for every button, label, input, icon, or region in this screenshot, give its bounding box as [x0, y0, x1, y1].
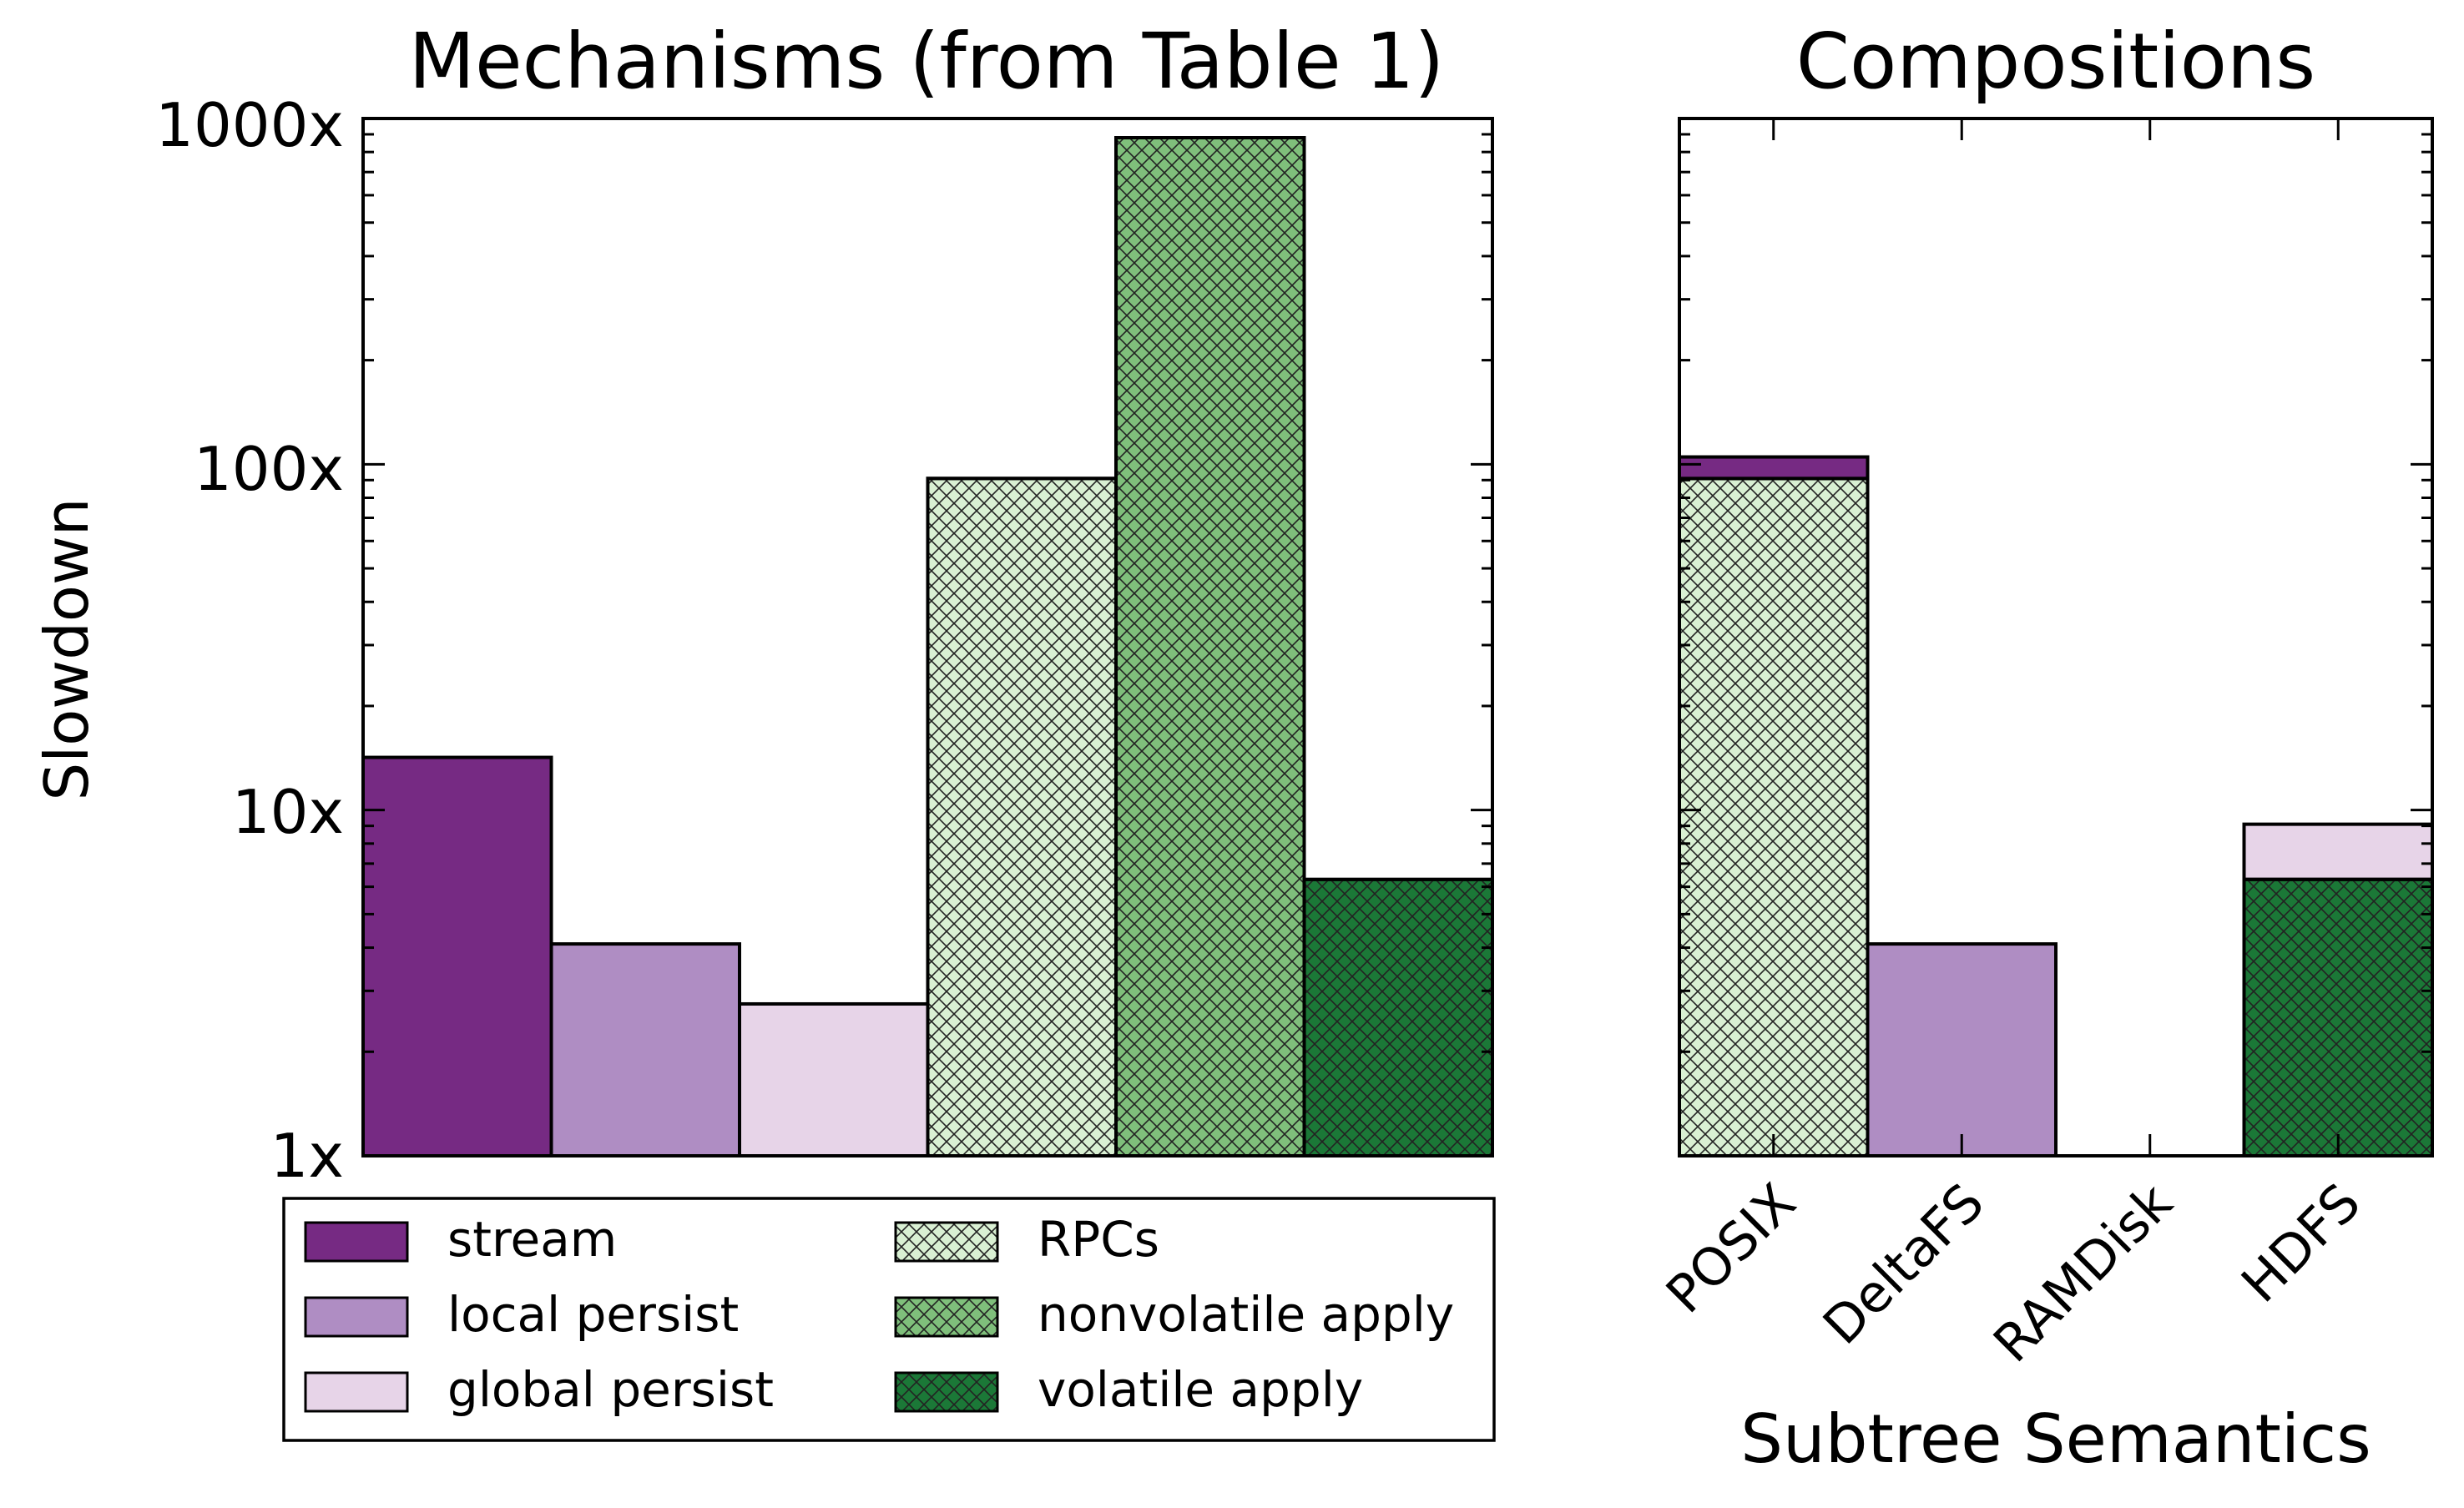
- bar-stream: [361, 755, 553, 1157]
- legend-label-stream: stream: [447, 1211, 617, 1268]
- y-tick-label-1x: 1x: [270, 1121, 344, 1191]
- y-tick-label-1000x: 1000x: [155, 90, 344, 160]
- x-tick-label-posix: POSIX: [1654, 1172, 1807, 1324]
- y-axis-label: Slowdown: [32, 498, 102, 801]
- bar-rpcs-hatch: [926, 477, 1118, 1157]
- y-tick-label-10x: 10x: [232, 777, 344, 847]
- mechanisms-axes: [361, 117, 1494, 1157]
- x-tick-label-deltafs: DeltaFS: [1811, 1172, 1996, 1356]
- legend-swatch-stream: [304, 1221, 409, 1263]
- mechanisms-chart-title: Mechanisms (from Table 1): [409, 17, 1445, 106]
- x-axis-label: Subtree Semantics: [1740, 1400, 2371, 1478]
- legend-swatch-volatile-apply-hatch: [894, 1371, 999, 1413]
- compositions-axis-frame: [1678, 117, 2434, 1157]
- mechanisms-axis-frame: [361, 117, 1494, 1157]
- legend-label-global-persist: global persist: [447, 1361, 774, 1418]
- legend-label-rpcs: RPCs: [1038, 1211, 1159, 1268]
- mechanisms-y-tick-labels: 1x 10x 100x 1000x: [155, 90, 344, 1191]
- x-tick-label-ramdisk: RAMDisk: [1982, 1172, 2184, 1374]
- compositions-chart-title: Compositions: [1796, 17, 2315, 106]
- legend-swatch-nonvolatile-apply-hatch: [894, 1296, 999, 1338]
- legend-swatch-local-persist: [304, 1296, 409, 1338]
- legend-label-local-persist: local persist: [447, 1286, 739, 1343]
- bar-deltafs-local-persist: [1866, 942, 2058, 1158]
- bar-posix-stream-top: [1678, 455, 1870, 481]
- x-tick-label-hdfs: HDFS: [2229, 1172, 2372, 1314]
- mechanisms-chart: Mechanisms (from Table 1) Slowdown 1x 10…: [32, 17, 1496, 1442]
- bar-hdfs-volatile-apply-hatch: [2242, 877, 2434, 1157]
- legend-swatch-rpcs-hatch: [894, 1221, 999, 1263]
- bar-local-persist: [549, 942, 741, 1158]
- legend-swatch-global-persist: [304, 1371, 409, 1413]
- compositions-bars: [1678, 455, 2434, 1158]
- mechanisms-bars: [361, 136, 1494, 1158]
- legend: stream local persist global persist RPCs…: [282, 1197, 1496, 1442]
- legend-label-volatile-apply: volatile apply: [1038, 1361, 1363, 1418]
- bar-posix-rpcs-hatch: [1678, 477, 1870, 1157]
- compositions-axes: [1678, 117, 2434, 1157]
- bar-hdfs-global-persist-top: [2242, 822, 2434, 881]
- legend-frame: [282, 1197, 1496, 1442]
- y-tick-label-100x: 100x: [194, 434, 344, 504]
- bar-nonvolatile-apply-hatch: [1114, 136, 1306, 1157]
- bar-volatile-apply-hatch: [1302, 877, 1494, 1157]
- bar-global-persist: [738, 1001, 930, 1158]
- legend-label-nonvolatile-apply: nonvolatile apply: [1038, 1286, 1454, 1343]
